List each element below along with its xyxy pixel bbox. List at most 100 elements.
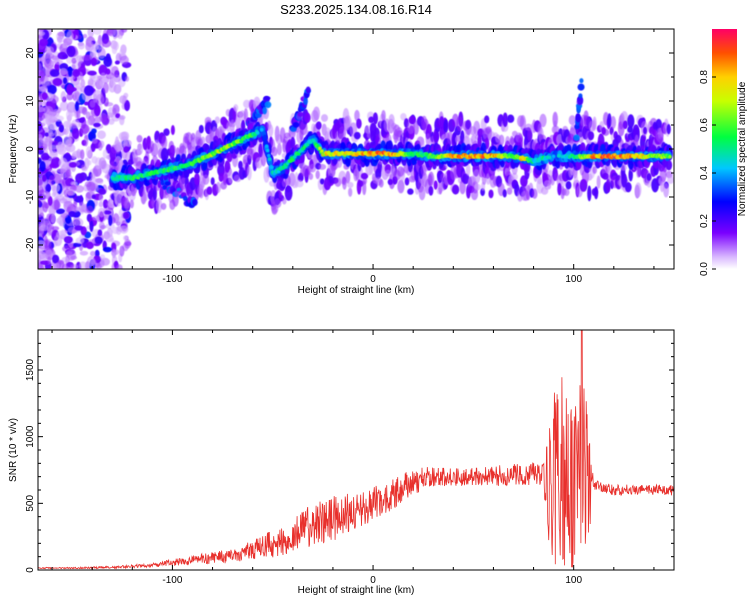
heatmap-cell xyxy=(70,255,77,260)
heatmap-cell xyxy=(82,33,88,39)
heatmap-cell xyxy=(299,120,308,136)
heatmap-cell xyxy=(119,225,129,234)
heatmap-cell xyxy=(378,179,384,188)
heatmap-cell xyxy=(42,141,51,151)
heatmap-cell xyxy=(65,250,73,257)
heatmap-cell xyxy=(38,96,42,108)
heatmap-cell xyxy=(62,54,69,59)
heatmap-cell xyxy=(39,70,45,82)
heatmap-cell xyxy=(54,62,60,71)
heatmap-cell xyxy=(56,168,66,173)
heatmap-cell xyxy=(63,201,71,208)
heatmap-cell xyxy=(295,179,304,188)
heatmap-cell xyxy=(83,134,89,147)
heatmap-cell xyxy=(97,130,106,140)
heatmap-cell xyxy=(49,144,58,150)
heatmap-cell xyxy=(161,135,168,150)
heatmap-cell xyxy=(155,197,163,214)
heatmap-cell xyxy=(241,119,246,132)
heatmap-cell xyxy=(51,183,61,193)
heatmap-cell xyxy=(397,179,405,194)
heatmap-cell xyxy=(276,143,282,156)
heatmap-cell xyxy=(89,100,96,108)
heatmap-cell xyxy=(76,106,87,114)
heatmap-cell xyxy=(362,180,367,196)
heatmap-cell xyxy=(573,174,578,185)
heatmap-cell xyxy=(102,149,108,159)
heatmap-cell xyxy=(123,235,128,241)
heatmap-cell xyxy=(100,72,106,78)
heatmap-y-tick-label: 20 xyxy=(25,47,36,59)
heatmap-cell xyxy=(95,262,102,269)
heatmap-cell xyxy=(63,236,73,244)
heatmap-cell xyxy=(539,113,547,128)
heatmap-cell xyxy=(110,66,119,77)
heatmap-cell xyxy=(91,128,97,134)
heatmap-cell xyxy=(97,47,106,59)
heatmap-cell xyxy=(60,90,67,102)
heatmap-cell xyxy=(315,121,322,130)
heatmap-cell xyxy=(47,195,53,207)
heatmap-cell xyxy=(51,226,60,231)
heatmap-cell xyxy=(115,158,120,171)
heatmap-cell xyxy=(42,201,49,213)
heatmap-cell xyxy=(124,241,132,247)
heatmap-cell xyxy=(116,142,123,151)
heatmap-cell xyxy=(610,116,617,129)
heatmap-cell xyxy=(83,85,94,96)
heatmap-cell xyxy=(547,183,552,190)
snr-series-line xyxy=(38,330,674,570)
heatmap-cell xyxy=(119,115,126,120)
heatmap-cell xyxy=(71,57,77,64)
heatmap-cell xyxy=(246,165,252,181)
heatmap-cell xyxy=(462,173,470,185)
heatmap-cell xyxy=(622,120,628,130)
heatmap-cell xyxy=(97,142,103,151)
heatmap-cell xyxy=(87,70,97,76)
heatmap-cell xyxy=(75,82,83,90)
heatmap-cell xyxy=(56,36,63,44)
heatmap-cell xyxy=(452,131,457,147)
colorbar-ticks: 0.0 0.2 0.4 0.6 0.8 xyxy=(699,70,716,276)
heatmap-cell xyxy=(47,256,52,264)
heatmap-cell xyxy=(55,208,66,215)
heatmap-cell xyxy=(485,126,492,135)
heatmap-cell xyxy=(90,57,97,67)
heatmap-cell xyxy=(345,170,351,184)
heatmap-cell xyxy=(49,150,58,159)
heatmap-cell xyxy=(318,146,322,151)
heatmap-cell xyxy=(320,149,324,153)
heatmap-cell xyxy=(198,124,204,134)
heatmap-cell xyxy=(97,178,104,185)
snr-y-tick-label: 0 xyxy=(25,567,36,573)
heatmap-cell xyxy=(78,201,85,213)
heatmap-cell xyxy=(75,173,84,184)
heatmap-y-tick-label: 0 xyxy=(25,146,36,152)
colorbar-label: Normalized spectral amplitude xyxy=(737,81,748,216)
heatmap-cell xyxy=(92,215,100,221)
heatmap-cell xyxy=(198,188,204,199)
heatmap-cell xyxy=(215,181,221,194)
heatmap-cell xyxy=(44,45,55,55)
heatmap-cell xyxy=(103,56,113,68)
snr-marks xyxy=(38,330,674,570)
heatmap-cell xyxy=(108,214,113,226)
heatmap-cell xyxy=(418,185,426,201)
heatmap-cell xyxy=(465,163,471,176)
heatmap-cell xyxy=(303,97,308,106)
heatmap-cell xyxy=(506,187,513,195)
heatmap-cell xyxy=(284,185,293,201)
heatmap-cell xyxy=(72,68,81,78)
heatmap-cell xyxy=(488,189,494,199)
heatmap-cell xyxy=(200,136,206,145)
heatmap-cell xyxy=(105,68,111,75)
heatmap-cell xyxy=(202,174,210,185)
heatmap-cell xyxy=(91,194,96,200)
heatmap-cell xyxy=(527,128,533,142)
heatmap-cell xyxy=(356,118,362,129)
heatmap-cell xyxy=(264,144,269,148)
snr-x-tick-label: 0 xyxy=(370,575,376,586)
heatmap-cell xyxy=(596,175,601,189)
heatmap-cell xyxy=(400,112,407,121)
